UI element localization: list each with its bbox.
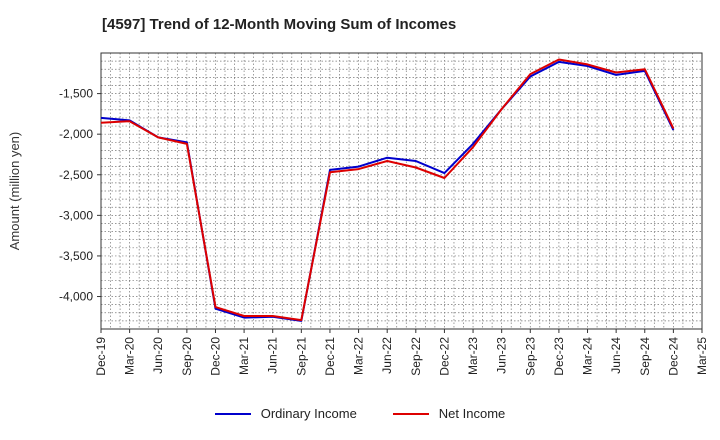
y-tick-label: -3,000: [59, 208, 93, 222]
x-tick-label: Jun-20: [151, 337, 165, 374]
series-lines: [100, 58, 675, 322]
x-tick-label: Sep-22: [409, 337, 423, 376]
y-axis: -1,500 -2,000 -2,500 -3,000 -3,500 -4,000: [59, 87, 101, 304]
legend-swatch-ordinary-income: [214, 412, 251, 415]
series-line-net-income: [100, 58, 675, 322]
x-tick-label: Mar-24: [581, 337, 595, 375]
x-tick-label: Sep-21: [294, 337, 308, 376]
y-tick-label: -2,500: [59, 168, 93, 182]
legend-label-ordinary-income: Ordinary Income: [260, 406, 357, 421]
legend-item-net-income[interactable]: Net Income: [392, 406, 506, 421]
x-tick-label: Mar-20: [123, 337, 137, 375]
legend: Ordinary Income Net Income: [0, 406, 720, 421]
x-tick-label: Sep-24: [638, 337, 652, 376]
x-tick-label: Dec-24: [666, 337, 680, 376]
x-tick-label: Sep-20: [180, 337, 194, 376]
plot-area: [100, 52, 703, 330]
y-tick-label: -4,000: [59, 290, 93, 304]
legend-swatch-net-income: [392, 412, 429, 415]
x-tick-label: Mar-21: [237, 337, 251, 375]
x-tick-label: Jun-23: [495, 337, 509, 374]
x-axis: Dec-19 Mar-20 Jun-20 Sep-20 Dec-20 Mar-21 Jun-…: [94, 329, 709, 376]
x-tick-label: Sep-23: [523, 337, 537, 376]
x-tick-label: Dec-23: [552, 337, 566, 376]
grid-lines: [100, 53, 702, 329]
x-tick-label: Dec-19: [94, 337, 108, 376]
y-tick-label: -2,000: [59, 127, 93, 141]
legend-label-net-income: Net Income: [438, 406, 506, 421]
y-axis-title: Amount (million yen): [7, 132, 22, 251]
x-tick-label: Mar-23: [466, 337, 480, 375]
y-tick-label: -3,500: [59, 249, 93, 263]
x-tick-label: Jun-22: [380, 337, 394, 374]
x-tick-label: Jun-24: [609, 337, 623, 374]
x-tick-label: Mar-22: [352, 337, 366, 375]
legend-item-ordinary-income[interactable]: Ordinary Income: [214, 406, 357, 421]
chart-title: [4597] Trend of 12-Month Moving Sum of I…: [102, 16, 457, 33]
y-tick-label: -1,500: [59, 87, 93, 101]
x-tick-label: Dec-20: [208, 337, 222, 376]
series-line-ordinary-income: [100, 60, 675, 322]
x-tick-label: Dec-22: [437, 337, 451, 376]
x-tick-label: Mar-25: [695, 337, 709, 375]
x-tick-label: Dec-21: [323, 337, 337, 376]
x-tick-label: Jun-21: [266, 337, 280, 374]
